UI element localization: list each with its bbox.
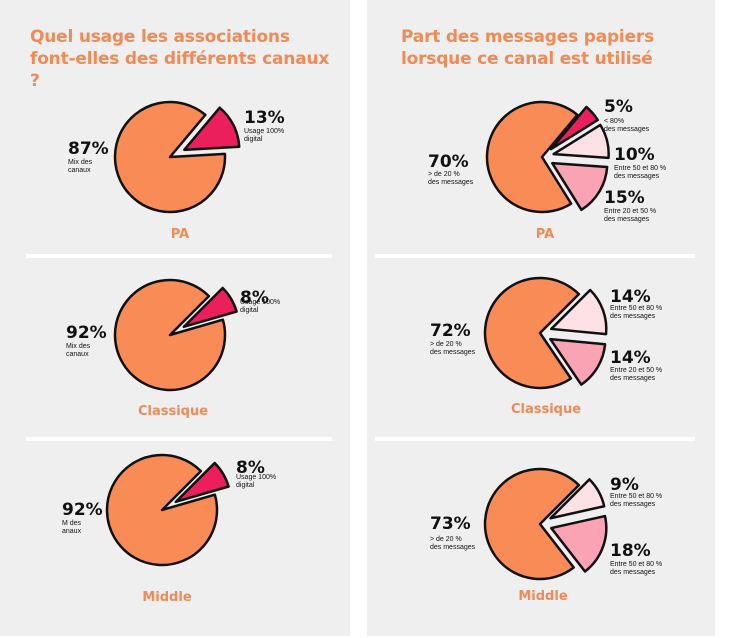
slice-description: des messages xyxy=(604,126,650,133)
slice-description: des messages xyxy=(610,501,656,508)
chart-category-label: PA xyxy=(536,227,554,242)
slice-description: des messages xyxy=(604,216,650,223)
slice-percent-label: 14% xyxy=(610,287,651,307)
slice-description: des messages xyxy=(430,349,476,356)
slice-percent-label: 5% xyxy=(604,97,633,117)
slice-description: < 80% xyxy=(604,118,624,125)
slice-percent-label: 87% xyxy=(68,139,109,159)
slice-description: digital xyxy=(244,136,263,143)
slice-description: des messages xyxy=(610,375,656,382)
chart-category-label: Middle xyxy=(142,590,191,605)
chart-category-label: Classique xyxy=(511,402,581,417)
slice-description: des messages xyxy=(614,173,660,180)
slice-description: anaux xyxy=(62,528,82,535)
slice-description: canaux xyxy=(68,167,91,174)
slice-description: Mix des xyxy=(68,159,93,166)
pie-slice-1 xyxy=(182,286,238,329)
pie-slice-2 xyxy=(550,514,608,573)
slice-percent-label: 70% xyxy=(428,152,469,172)
chart-category-label: Middle xyxy=(518,589,567,604)
slice-description: des messages xyxy=(428,179,474,186)
chart-category-label: PA xyxy=(171,227,189,242)
slice-description: canaux xyxy=(66,351,89,358)
pie-slice-3 xyxy=(551,161,609,212)
slice-description: Usage 100% xyxy=(236,474,276,481)
slice-description: Entre 20 et 50 % xyxy=(604,208,656,215)
pie-slice-main xyxy=(483,467,581,581)
slice-description: Usage 100% xyxy=(244,128,284,135)
slice-percent-label: 10% xyxy=(614,145,655,165)
pie-slice-1 xyxy=(549,478,606,520)
slice-description: des messages xyxy=(610,569,656,576)
slice-description: M des xyxy=(62,520,82,527)
pie-slice-1 xyxy=(549,105,599,151)
slice-description: des messages xyxy=(610,313,656,320)
slice-percent-label: 73% xyxy=(430,514,471,534)
left-panel-title: Quel usage les associations font-elles d… xyxy=(30,27,330,91)
pie-slice-main xyxy=(113,100,227,214)
slice-description: Entre 50 et 80 % xyxy=(614,165,666,172)
slice-description: Entre 20 et 50 % xyxy=(610,367,662,374)
slice-percent-label: 92% xyxy=(62,500,103,520)
pie-slice-2 xyxy=(549,337,607,386)
slice-description: > de 20 % xyxy=(430,536,462,543)
divider xyxy=(375,437,695,441)
divider xyxy=(26,437,332,441)
chart-category-label: Classique xyxy=(138,404,208,419)
pie-slice-2 xyxy=(552,123,610,160)
slice-description: Usage 100% xyxy=(240,299,280,306)
pie-slice-1 xyxy=(183,106,241,152)
slice-description: des messages xyxy=(430,544,476,551)
pie-slice-main xyxy=(113,278,227,392)
slice-percent-label: 15% xyxy=(604,188,645,208)
slice-percent-label: 13% xyxy=(244,108,285,128)
slice-percent-label: 14% xyxy=(610,348,651,368)
slice-percent-label: 92% xyxy=(66,323,107,343)
slice-description: digital xyxy=(240,307,259,314)
slice-description: Entre 50 et 80 % xyxy=(610,561,662,568)
pie-slice-1 xyxy=(174,461,230,504)
divider xyxy=(26,254,332,258)
pie-slice-main xyxy=(485,100,579,214)
slice-description: Mix des xyxy=(66,343,91,350)
slice-percent-label: 72% xyxy=(430,321,471,341)
slice-percent-label: 18% xyxy=(610,541,651,561)
pie-slice-main xyxy=(483,276,581,390)
slice-percent-label: 9% xyxy=(610,475,639,495)
slice-description: > de 20 % xyxy=(428,171,460,178)
slice-description: Entre 50 et 80 % xyxy=(610,305,662,312)
pie-slice-main xyxy=(105,453,219,567)
divider xyxy=(375,254,695,258)
slice-description: > de 20 % xyxy=(430,341,462,348)
right-panel-title: Part des messages papiers lorsque ce can… xyxy=(401,27,654,69)
slice-description: Entre 50 et 80 % xyxy=(610,493,662,500)
slice-percent-label: 8% xyxy=(240,288,269,308)
slice-description: digital xyxy=(236,482,255,489)
slice-percent-label: 8% xyxy=(236,458,265,478)
pie-slice-1 xyxy=(550,288,608,336)
